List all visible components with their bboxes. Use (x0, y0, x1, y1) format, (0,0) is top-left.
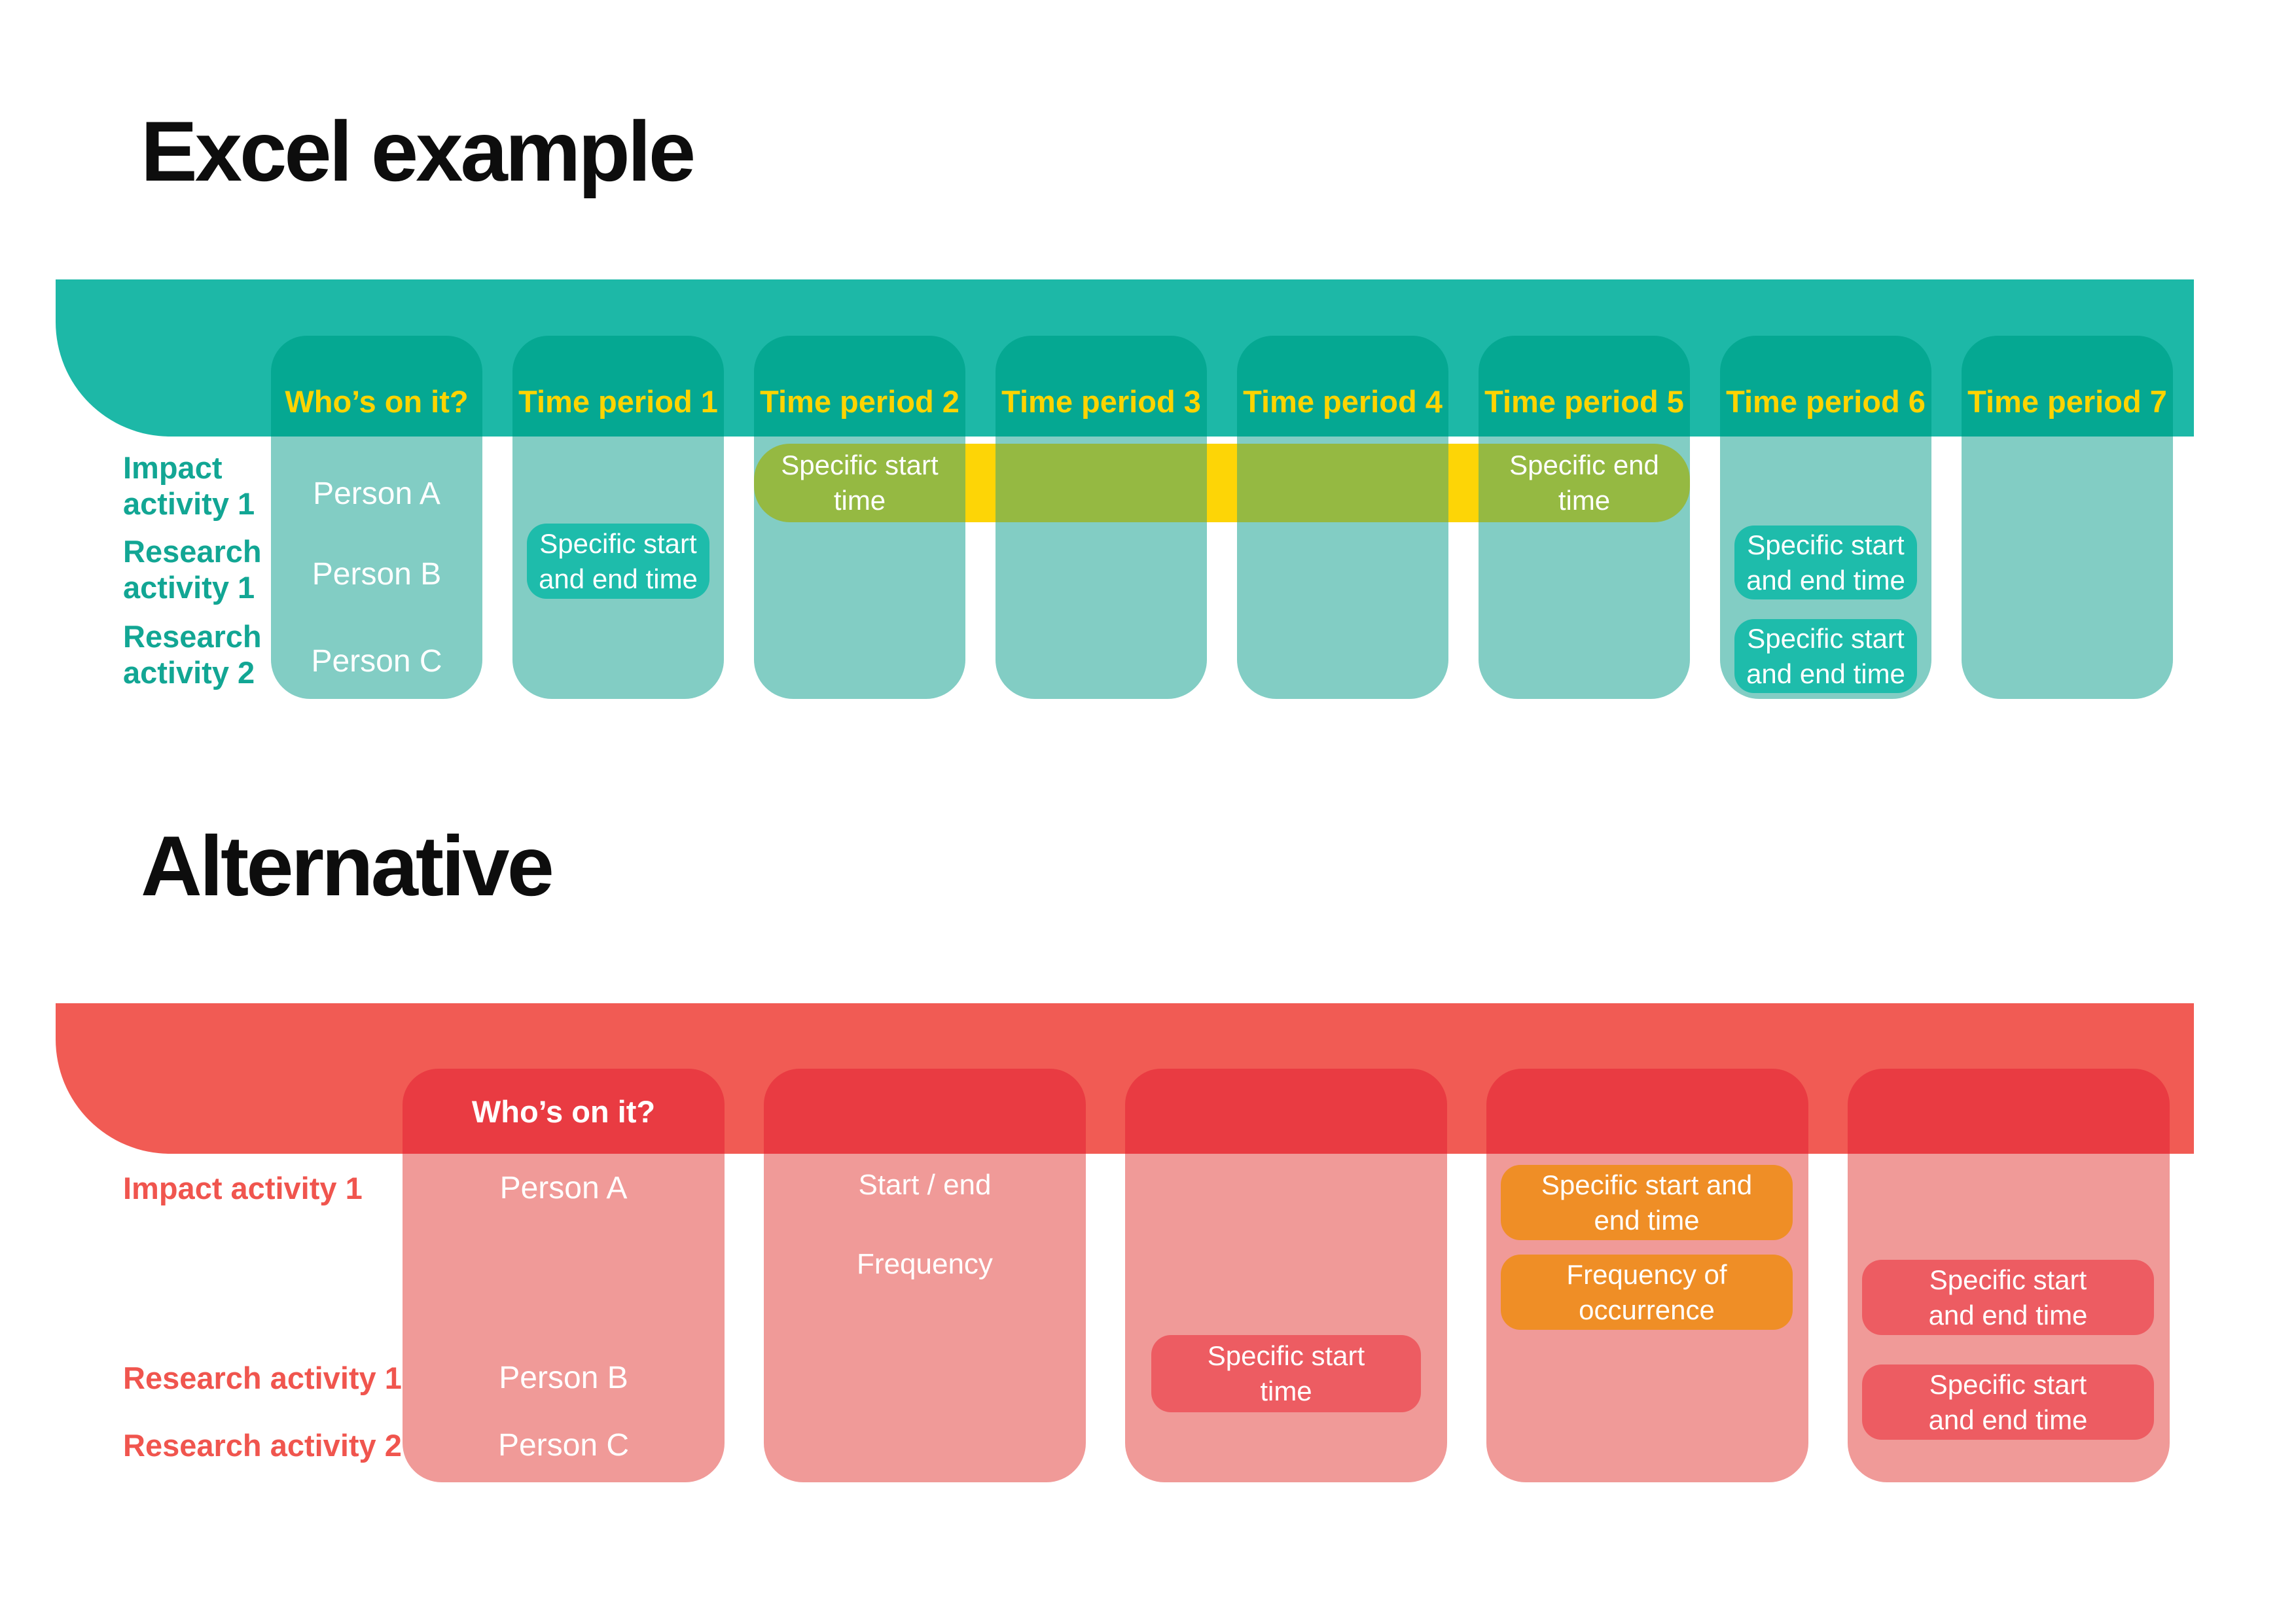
alt-column-whos-on-it (403, 1154, 725, 1482)
label-line: Specific start (1747, 622, 1905, 654)
alt-box-specific-start-time: Specific start time (1151, 1335, 1421, 1412)
alt-frequency-text: Frequency (857, 1248, 993, 1280)
excel-header-whos-on-it: Who’s on it? (271, 336, 482, 437)
label-line: and end time (539, 563, 698, 594)
alt-header-label: Who’s on it? (471, 1094, 656, 1129)
label-line: Specific start and (1541, 1169, 1753, 1200)
excel-header-time-period-4: Time period 4 (1237, 336, 1448, 437)
row-label-line: Research (123, 534, 262, 569)
label-line: Frequency of (1566, 1258, 1727, 1290)
excel-header-time-period-1: Time period 1 (512, 336, 724, 437)
excel-title: Excel example (141, 103, 696, 199)
alt-row-label-impact-activity-1: Impact activity 1 (123, 1170, 363, 1205)
excel-header-label: Time period 7 (1967, 384, 2167, 419)
label-line: and end time (1746, 658, 1905, 689)
alt-column-3 (1125, 1154, 1447, 1482)
excel-row-label-impact-activity-1: Impact activity 1 (123, 450, 255, 522)
excel-gantt-end-label: Specific end time (1479, 444, 1690, 522)
alt-header-5 (1848, 1069, 2170, 1154)
alt-header-3 (1125, 1069, 1447, 1154)
alt-column-2 (764, 1154, 1086, 1482)
excel-header-time-period-7: Time period 7 (1962, 336, 2173, 437)
alt-row-label-research-activity-1: Research activity 1 (123, 1360, 402, 1395)
excel-gantt-connector (965, 444, 996, 522)
excel-box-tp6-start-end-2: Specific start and end time (1734, 619, 1917, 693)
label-line: Specific start (1929, 1264, 2087, 1295)
alt-person-a: Person A (499, 1170, 628, 1205)
row-label-line: Impact (123, 450, 223, 485)
excel-header-time-period-5: Time period 5 (1479, 336, 1690, 437)
label-line: Specific start (781, 450, 939, 480)
alt-start-end-text: Start / end (858, 1169, 992, 1201)
excel-header-label: Time period 6 (1726, 384, 1926, 419)
excel-box-tp6-start-end-1: Specific start and end time (1734, 526, 1917, 599)
excel-header-label: Time period 4 (1243, 384, 1443, 419)
label-line: and end time (1928, 1404, 2088, 1435)
alt-box-red-start-end-2: Specific start and end time (1862, 1364, 2154, 1440)
label-line: and end time (1746, 564, 1905, 596)
row-label-line: activity 1 (123, 570, 255, 605)
label-line: Specific start (1207, 1340, 1365, 1371)
alt-person-c: Person C (497, 1427, 630, 1463)
alternative-title: Alternative (141, 818, 554, 914)
alt-header-2 (764, 1069, 1086, 1154)
row-label-line: activity 2 (123, 655, 255, 690)
excel-header-time-period-6: Time period 6 (1720, 336, 1931, 437)
alt-row-label-research-activity-2: Research activity 2 (123, 1427, 402, 1463)
excel-header-label: Who’s on it? (285, 384, 469, 419)
alt-box-orange-start-end: Specific start and end time (1501, 1165, 1793, 1240)
label-line: Specific start (1747, 529, 1905, 560)
label-line: time (1558, 485, 1611, 516)
excel-header-label: Time period 1 (518, 384, 718, 419)
excel-column-whos-on-it (271, 437, 482, 699)
excel-person-a: Person A (313, 476, 440, 511)
label-line: occurrence (1579, 1294, 1715, 1325)
excel-header-time-period-2: Time period 2 (754, 336, 965, 437)
excel-row-label-research-activity-2: Research activity 2 (123, 618, 262, 690)
excel-person-c: Person C (311, 643, 442, 679)
label-line: time (833, 485, 886, 516)
label-line: Specific end (1509, 450, 1659, 480)
label-line: and end time (1928, 1299, 2088, 1330)
excel-header-time-period-3: Time period 3 (996, 336, 1207, 437)
excel-person-b: Person B (312, 556, 442, 592)
excel-header-label: Time period 3 (1001, 384, 1201, 419)
alt-header-4 (1486, 1069, 1808, 1154)
excel-row-label-research-activity-1: Research activity 1 (123, 533, 262, 605)
alt-header-whos-on-it: Who’s on it? (403, 1069, 725, 1154)
row-label-line: Research (123, 619, 262, 654)
label-line: Specific start (539, 527, 697, 559)
alt-person-b: Person B (499, 1360, 628, 1395)
excel-gantt-start-label: Specific start time (754, 444, 965, 522)
label-line: end time (1594, 1204, 1700, 1236)
row-label-line: activity 1 (123, 486, 255, 521)
alt-box-red-start-end-1: Specific start and end time (1862, 1260, 2154, 1335)
label-line: time (1260, 1376, 1312, 1406)
excel-column-time-period-7 (1962, 437, 2173, 699)
excel-gantt-connector (1207, 444, 1237, 522)
alt-box-orange-frequency: Frequency of occurrence (1501, 1255, 1793, 1330)
excel-box-tp1-start-end: Specific start and end time (527, 524, 709, 599)
label-line: Specific start (1929, 1368, 2087, 1400)
excel-header-label: Time period 2 (760, 384, 960, 419)
excel-header-label: Time period 5 (1484, 384, 1684, 419)
excel-gantt-connector (1448, 444, 1479, 522)
